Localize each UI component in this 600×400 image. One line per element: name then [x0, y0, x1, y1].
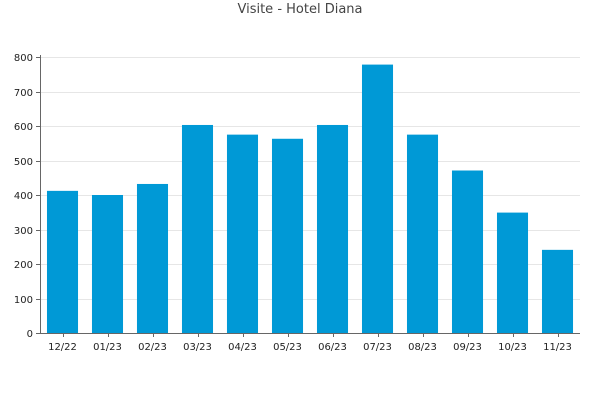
bar [226, 134, 259, 334]
x-tick-label: 11/23 [543, 342, 572, 353]
y-tick-label: 800 [14, 53, 33, 64]
bar [451, 170, 484, 333]
x-tick-label: 12/22 [48, 342, 77, 353]
x-tick-label: 01/23 [93, 342, 122, 353]
y-tick-label: 200 [14, 260, 33, 271]
bar [136, 183, 169, 333]
y-tick-label: 700 [14, 88, 33, 99]
bar [316, 124, 349, 333]
y-tick-label: 600 [14, 122, 33, 133]
x-tick-label: 10/23 [498, 342, 527, 353]
x-tick-label: 04/23 [228, 342, 257, 353]
y-tick-label: 500 [14, 157, 33, 168]
bar [181, 124, 214, 333]
x-tick-label: 06/23 [318, 342, 347, 353]
bar [271, 138, 304, 333]
tick-labels: 0 100 200 300 400 500 600 700 800 12/22 01/23 02/23… [14, 53, 572, 353]
bar [541, 249, 574, 333]
axes [36, 55, 580, 337]
bar [361, 64, 394, 333]
bar [406, 134, 439, 334]
x-tick-label: 07/23 [363, 342, 392, 353]
y-tick-label: 100 [14, 295, 33, 306]
y-tick-label: 400 [14, 191, 33, 202]
chart-title: Visite - Hotel Diana [237, 2, 363, 17]
y-tick-label: 300 [14, 226, 33, 237]
grid-lines [40, 57, 580, 300]
x-tick-label: 02/23 [138, 342, 167, 353]
x-tick-label: 08/23 [408, 342, 437, 353]
y-tick-label: 0 [27, 329, 33, 340]
bar [496, 212, 529, 333]
x-tick-label: 03/23 [183, 342, 212, 353]
x-tick-label: 05/23 [273, 342, 302, 353]
bars [46, 64, 574, 334]
bar [46, 190, 79, 333]
x-tick-label: 09/23 [453, 342, 482, 353]
bar [91, 195, 124, 333]
